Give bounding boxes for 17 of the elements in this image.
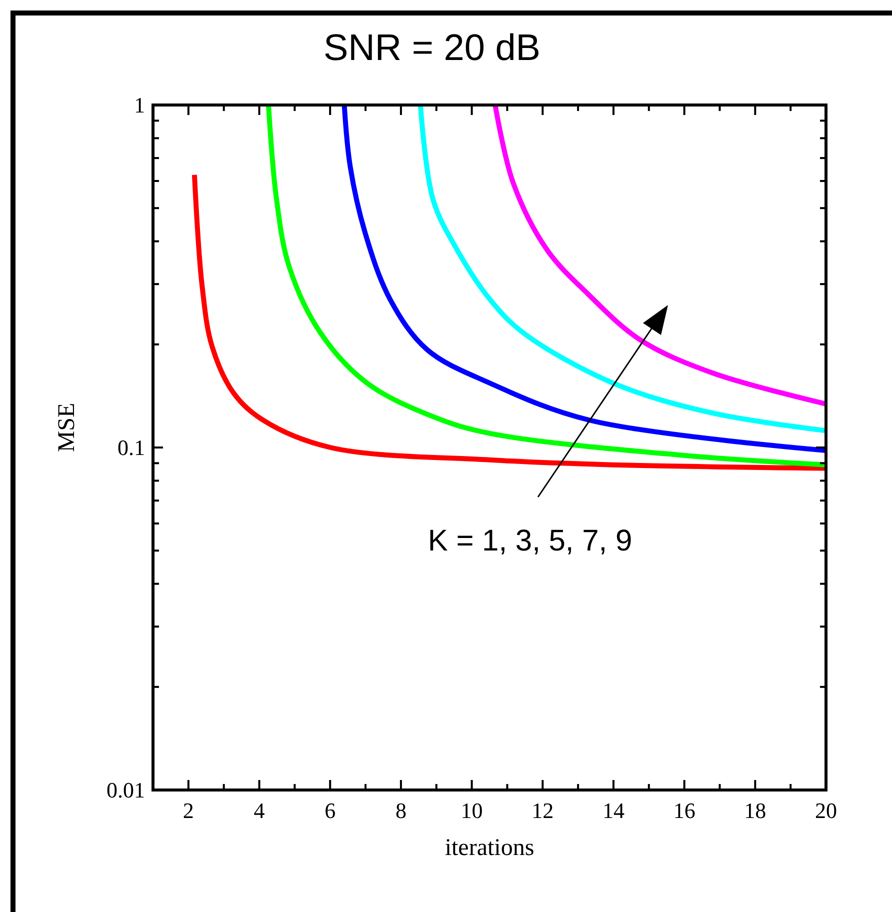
- x-tick-label: 14: [602, 798, 624, 823]
- x-tick-label: 8: [395, 798, 406, 823]
- annotation: K = 1, 3, 5, 7, 9: [428, 524, 632, 558]
- x-tick-label: 2: [182, 798, 194, 823]
- x-tick-label: 18: [744, 798, 766, 823]
- x-tick-label: 6: [324, 798, 336, 823]
- x-axis-title: iterations: [444, 835, 534, 861]
- x-tick-label: 10: [460, 798, 483, 823]
- y-tick-label: 0.01: [106, 778, 145, 803]
- x-tick-label: 4: [254, 798, 265, 823]
- x-tick-label: 20: [815, 798, 837, 823]
- x-tick-label: 16: [673, 798, 696, 823]
- y-tick-label: 0.1: [118, 435, 145, 460]
- chart-title: SNR = 20 dB: [324, 27, 540, 68]
- y-axis-title: MSE: [54, 402, 80, 452]
- y-tick-label: 1: [134, 92, 145, 118]
- x-tick-label: 12: [532, 798, 554, 823]
